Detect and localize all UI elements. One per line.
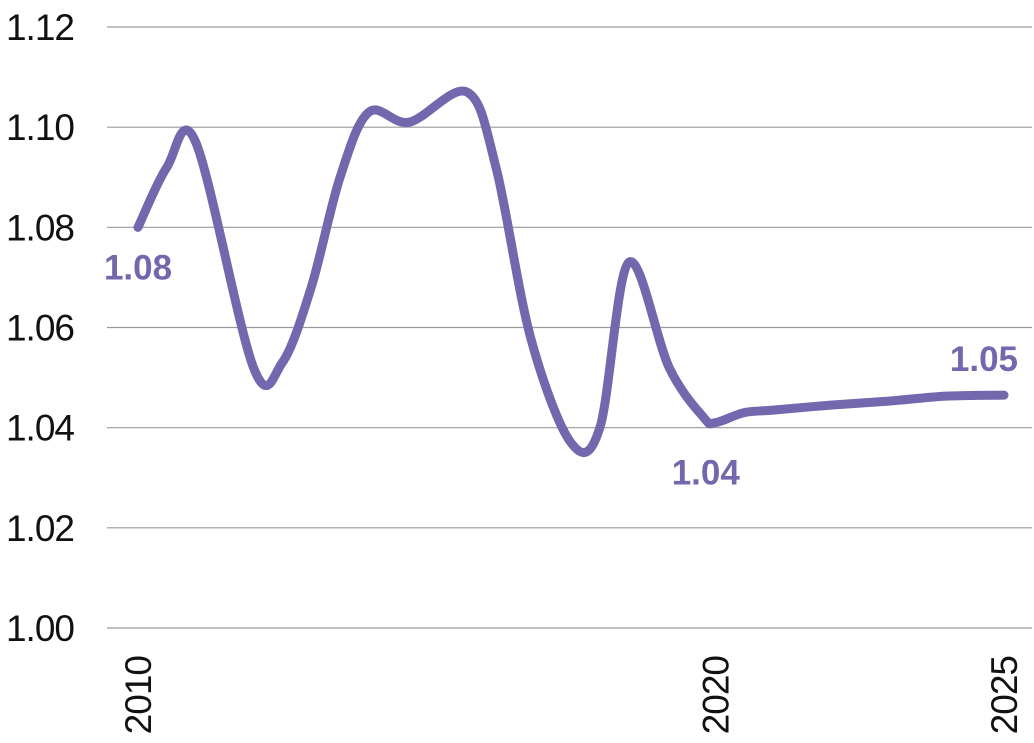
gridlines (107, 26, 1032, 629)
data-label: 1.05 (950, 340, 1018, 379)
y-tick-label: 1.10 (6, 107, 74, 148)
data-label: 1.08 (104, 248, 172, 287)
x-tick-label: 2025 (984, 656, 1025, 735)
x-axis: 2010 2020 2025 (118, 656, 1025, 735)
x-tick-label: 2010 (118, 656, 159, 735)
y-tick-label: 1.04 (6, 408, 74, 449)
y-axis: 1.12 1.10 1.08 1.06 1.04 1.02 1.00 (6, 7, 75, 649)
x-tick-label: 2020 (695, 656, 736, 735)
y-tick-label: 1.08 (6, 207, 74, 248)
y-tick-label: 1.12 (6, 7, 74, 48)
series-line (133, 86, 1009, 457)
data-label: 1.04 (672, 454, 741, 493)
y-tick-label: 1.06 (6, 308, 74, 349)
series-group (133, 86, 1009, 457)
data-labels: 1.08 1.04 1.05 (104, 248, 1018, 492)
y-tick-label: 1.02 (6, 508, 74, 549)
y-tick-label: 1.00 (6, 608, 74, 649)
